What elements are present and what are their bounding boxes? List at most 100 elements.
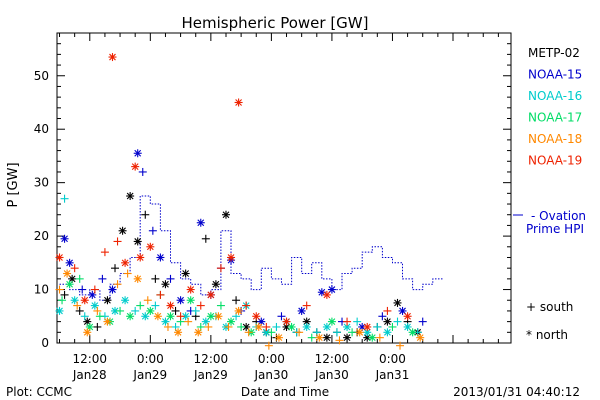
plot-credit: Plot: CCMC: [6, 385, 72, 399]
south-point-noaa-18: [113, 280, 122, 289]
north-point-noaa-19: [80, 296, 89, 305]
marker-stroke: [283, 318, 290, 326]
north-point-noaa-18: [254, 322, 263, 331]
marker-stroke: [356, 328, 364, 336]
north-point-noaa-16: [55, 306, 64, 315]
north-point-noaa-17: [166, 312, 175, 321]
marker-stroke: [134, 149, 142, 157]
y-tick-label: 40: [34, 122, 49, 136]
south-point-metp-02: [201, 234, 210, 243]
north-point-noaa-19: [206, 290, 215, 299]
north-point-noaa-15: [327, 285, 336, 294]
south-point-noaa-15: [148, 226, 157, 235]
north-point-noaa-17: [146, 306, 155, 315]
marker-stroke: [298, 307, 306, 315]
north-point-noaa-15: [196, 218, 205, 227]
south-point-noaa-15: [277, 312, 286, 321]
marker-stroke: [328, 318, 336, 326]
north-point-noaa-15: [398, 306, 407, 315]
south-point-noaa-19: [176, 312, 185, 321]
marker-stroke: [343, 334, 351, 342]
marker-stroke: [315, 334, 323, 342]
marker-stroke: [207, 291, 215, 299]
south-point-metp-02: [75, 306, 84, 315]
x-axis: 12:00 Jan28 0:00 Jan29 12:00 Jan29 0:00 Jan30 12…: [59, 33, 499, 382]
marker-stroke: [177, 296, 184, 304]
south-point-noaa-18: [396, 341, 405, 350]
south-point-noaa-17: [267, 328, 276, 337]
marker-stroke: [157, 254, 164, 261]
legend-entry: NOAA-18: [528, 132, 582, 146]
south-point-noaa-18: [163, 322, 172, 331]
south-point-noaa-17: [75, 274, 84, 283]
north-point-noaa-19: [55, 253, 64, 262]
marker-stroke: [368, 334, 376, 342]
south-point-noaa-19: [383, 306, 392, 315]
south-point-noaa-19: [156, 290, 165, 299]
marker-stroke: [136, 254, 144, 261]
north-point-noaa-18: [416, 333, 425, 342]
south-point-noaa-15: [138, 167, 147, 176]
north-point-noaa-15: [156, 253, 165, 262]
south-point-noaa-17: [136, 301, 145, 310]
north-point-noaa-16: [161, 317, 170, 326]
north-point-noaa-15: [65, 258, 74, 267]
north-point-noaa-18: [133, 274, 142, 283]
marker-stroke: [384, 318, 391, 326]
x-tick-date: Jan29: [193, 368, 228, 382]
south-point-noaa-16: [373, 322, 382, 331]
marker-stroke: [288, 323, 295, 331]
north-point-noaa-19: [322, 290, 331, 299]
marker-stroke: [416, 334, 424, 342]
north-point-noaa-18: [153, 312, 162, 321]
north-point-metp-02: [211, 280, 220, 289]
marker-stroke: [187, 296, 195, 304]
y-tick-label: 0: [41, 336, 49, 350]
marker-stroke: [363, 323, 371, 331]
chart-title: Hemispheric Power [GW]: [182, 14, 369, 32]
marker-stroke: [409, 328, 417, 336]
legend: METP-02 NOAA-15 NOAA-16 NOAA-17 NOAA-18 NOAA-…: [513, 46, 586, 342]
north-point-noaa-18: [315, 333, 324, 342]
north-point-noaa-15: [133, 149, 142, 158]
north-point-noaa-19: [234, 98, 243, 107]
south-point-noaa-15: [98, 274, 107, 283]
north-point-metp-02: [181, 269, 190, 278]
south-point-noaa-15: [418, 317, 427, 326]
south-point-metp-02: [111, 264, 120, 273]
marker-stroke: [81, 296, 89, 304]
legend-entry: NOAA-16: [528, 89, 582, 103]
marker-stroke: [262, 328, 270, 336]
marker-stroke: [167, 302, 174, 309]
y-axis: 0 10 20 30 40 50: [34, 32, 511, 350]
north-point-metp-02: [322, 333, 331, 342]
marker-stroke: [119, 227, 126, 235]
north-point-noaa-19: [227, 253, 236, 262]
north-point-noaa-17: [65, 280, 74, 289]
south-point-noaa-16: [332, 328, 341, 337]
marker-stroke: [154, 312, 162, 320]
y-axis-label: P [GW]: [6, 162, 21, 207]
south-point-noaa-18: [295, 328, 304, 337]
marker-stroke: [202, 318, 210, 326]
north-point-noaa-19: [166, 301, 175, 310]
x-tick-date: Jan28: [72, 368, 107, 382]
north-point-noaa-16: [121, 296, 130, 305]
north-point-noaa-18: [355, 328, 364, 337]
north-point-noaa-16: [383, 328, 392, 337]
north-point-noaa-16: [181, 312, 190, 321]
north-point-noaa-15: [297, 306, 306, 315]
marker-stroke: [61, 235, 68, 243]
marker-stroke: [328, 286, 336, 293]
south-point-noaa-19: [100, 248, 109, 257]
marker-stroke: [323, 323, 331, 331]
north-point-metp-02: [103, 296, 112, 305]
south-point-noaa-17: [237, 322, 246, 331]
north-point-noaa-17: [327, 317, 336, 326]
south-point-metp-02: [141, 210, 150, 219]
south-point-noaa-18: [264, 341, 273, 350]
marker-stroke: [343, 323, 351, 331]
x-axis-title: Date and Time: [241, 385, 329, 399]
marker-stroke: [207, 312, 215, 320]
